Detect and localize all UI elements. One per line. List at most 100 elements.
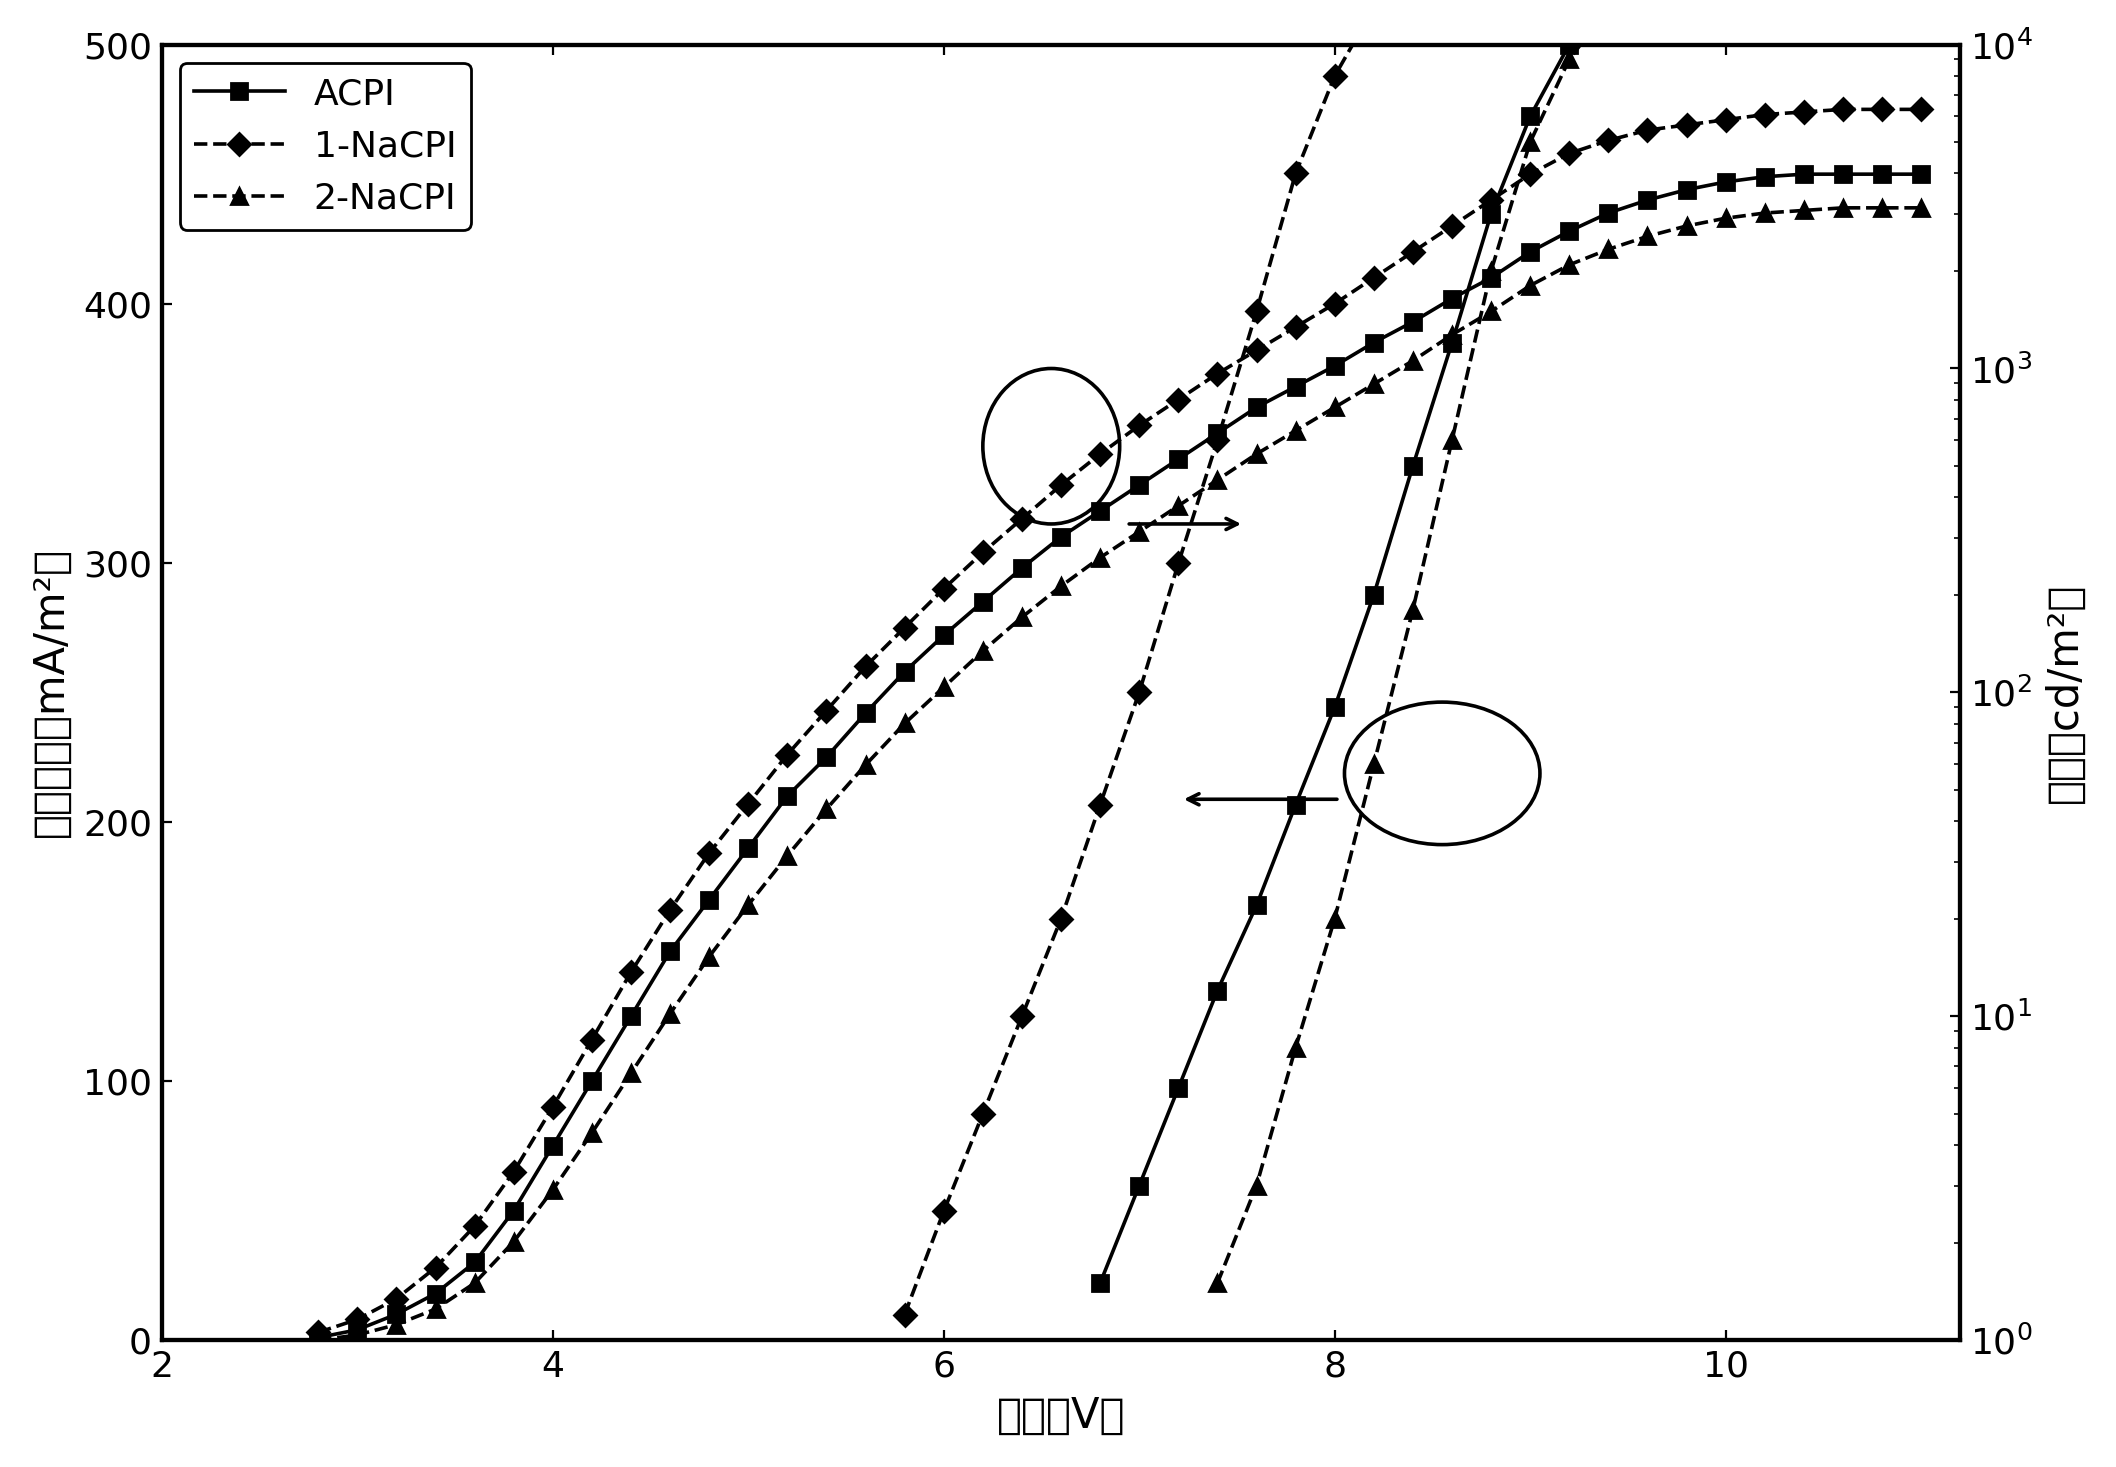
1-NaCPI [696, 844, 722, 861]
ACPI [658, 943, 683, 961]
ACPI [1868, 166, 1894, 183]
1-NaCPI [658, 901, 683, 918]
ACPI [774, 788, 800, 805]
1-NaCPI [1088, 445, 1113, 462]
ACPI [423, 1285, 449, 1303]
2-NaCPI [1322, 399, 1348, 417]
2-NaCPI [1868, 200, 1894, 217]
1-NaCPI [1790, 103, 1816, 120]
ACPI [1244, 399, 1270, 417]
ACPI [383, 1306, 408, 1323]
1-NaCPI [736, 795, 762, 813]
1-NaCPI [1244, 342, 1270, 359]
ACPI [1714, 173, 1739, 191]
ACPI [1282, 378, 1308, 396]
ACPI [1909, 166, 1934, 183]
1-NaCPI [423, 1259, 449, 1276]
1-NaCPI [1166, 390, 1191, 408]
2-NaCPI [1790, 201, 1816, 219]
2-NaCPI [1166, 497, 1191, 515]
1-NaCPI [501, 1163, 527, 1181]
1-NaCPI [1714, 111, 1739, 129]
Y-axis label: 亮度（cd/m²）: 亮度（cd/m²） [2044, 582, 2086, 802]
ACPI [540, 1137, 565, 1155]
1-NaCPI [815, 701, 840, 719]
1-NaCPI [774, 745, 800, 763]
2-NaCPI [1361, 376, 1386, 393]
1-NaCPI [969, 544, 995, 562]
1-NaCPI [1126, 417, 1151, 434]
ACPI [1166, 450, 1191, 468]
ACPI [931, 626, 956, 644]
ACPI [461, 1254, 487, 1272]
2-NaCPI [540, 1181, 565, 1199]
1-NaCPI [1401, 244, 1426, 261]
Y-axis label: 电流密度（mA/m²）: 电流密度（mA/m²） [30, 547, 72, 838]
1-NaCPI [1909, 101, 1934, 119]
2-NaCPI [1439, 326, 1464, 343]
2-NaCPI [853, 756, 878, 773]
Line: 2-NaCPI: 2-NaCPI [311, 200, 1930, 1348]
2-NaCPI [893, 714, 918, 732]
1-NaCPI [383, 1289, 408, 1307]
2-NaCPI [931, 678, 956, 695]
ACPI [1322, 356, 1348, 374]
ACPI [345, 1320, 370, 1338]
ACPI [815, 748, 840, 766]
2-NaCPI [1244, 445, 1270, 462]
1-NaCPI [853, 657, 878, 675]
ACPI [696, 890, 722, 908]
1-NaCPI [1204, 365, 1229, 383]
2-NaCPI [1517, 277, 1543, 295]
ACPI [736, 839, 762, 857]
1-NaCPI [1282, 318, 1308, 336]
2-NaCPI [580, 1124, 605, 1141]
ACPI [1361, 334, 1386, 352]
Legend: ACPI, 1-NaCPI, 2-NaCPI: ACPI, 1-NaCPI, 2-NaCPI [180, 63, 470, 230]
ACPI [1674, 180, 1699, 198]
ACPI [1204, 424, 1229, 442]
1-NaCPI [580, 1031, 605, 1049]
ACPI [1557, 223, 1583, 241]
2-NaCPI [345, 1326, 370, 1344]
ACPI [1088, 502, 1113, 519]
1-NaCPI [1009, 511, 1035, 528]
1-NaCPI [618, 964, 643, 981]
1-NaCPI [1439, 217, 1464, 235]
1-NaCPI [1595, 132, 1621, 150]
2-NaCPI [1088, 549, 1113, 566]
ACPI [1752, 167, 1777, 185]
1-NaCPI [540, 1099, 565, 1116]
2-NaCPI [1401, 352, 1426, 370]
ACPI [501, 1201, 527, 1219]
1-NaCPI [893, 619, 918, 637]
2-NaCPI [969, 643, 995, 660]
ACPI [1401, 312, 1426, 330]
2-NaCPI [696, 948, 722, 965]
2-NaCPI [1204, 471, 1229, 489]
2-NaCPI [423, 1300, 449, 1317]
1-NaCPI [1361, 268, 1386, 286]
2-NaCPI [1282, 422, 1308, 440]
2-NaCPI [1714, 210, 1739, 227]
2-NaCPI [618, 1065, 643, 1083]
1-NaCPI [345, 1310, 370, 1328]
ACPI [969, 593, 995, 610]
ACPI [618, 1008, 643, 1025]
2-NaCPI [383, 1316, 408, 1334]
X-axis label: 电压（V）: 电压（V） [997, 1395, 1126, 1438]
2-NaCPI [815, 800, 840, 817]
2-NaCPI [305, 1332, 330, 1350]
ACPI [893, 663, 918, 681]
1-NaCPI [1479, 191, 1504, 208]
ACPI [1517, 244, 1543, 261]
Line: 1-NaCPI: 1-NaCPI [311, 101, 1930, 1339]
ACPI [1479, 268, 1504, 286]
2-NaCPI [1674, 217, 1699, 235]
ACPI [1009, 559, 1035, 577]
2-NaCPI [736, 896, 762, 914]
ACPI [1439, 289, 1464, 307]
1-NaCPI [461, 1218, 487, 1235]
1-NaCPI [1752, 106, 1777, 123]
ACPI [1126, 477, 1151, 494]
